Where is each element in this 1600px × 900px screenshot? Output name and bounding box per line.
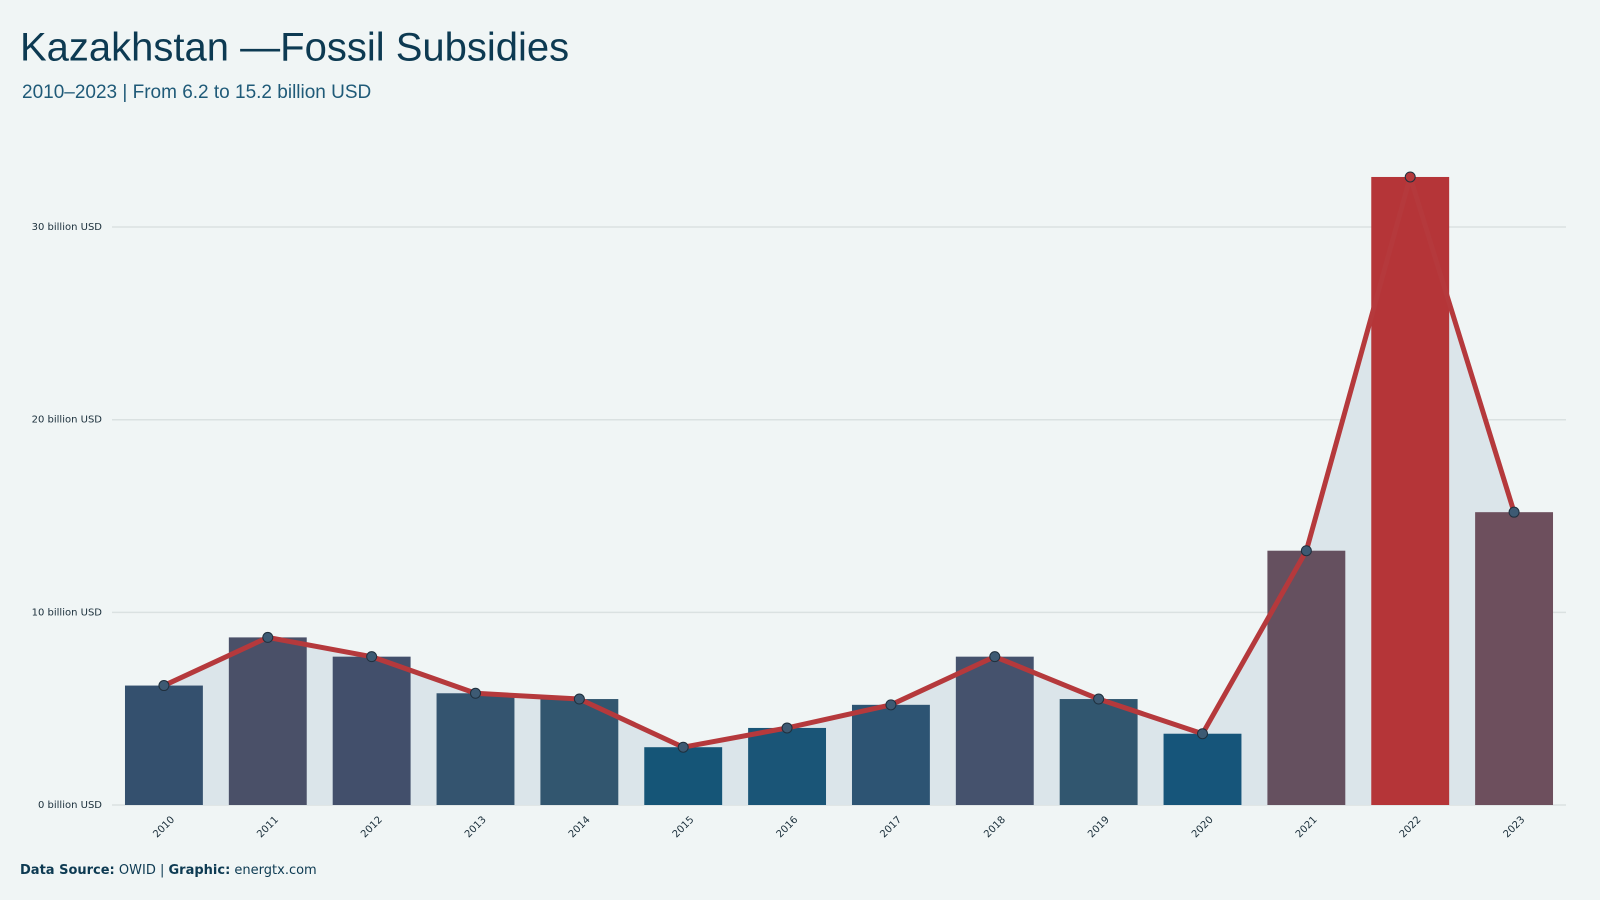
- y-tick-label: 10 billion USD: [32, 607, 103, 618]
- bar: [955, 656, 1034, 805]
- footer: Data Source: OWID | Graphic: energtx.com: [20, 863, 317, 878]
- marker: [366, 651, 378, 663]
- bar: [1371, 176, 1450, 805]
- bar: [124, 685, 203, 805]
- y-tick-label: 0 billion USD: [38, 800, 102, 811]
- bar: [228, 637, 307, 805]
- marker: [885, 699, 897, 711]
- chart-subtitle: 2010–2023 | From 6.2 to 15.2 billion USD: [22, 82, 371, 103]
- bar: [644, 747, 723, 805]
- marker: [1300, 545, 1312, 557]
- bar: [1267, 550, 1346, 805]
- chart-title: Kazakhstan —Fossil Subsidies: [20, 26, 569, 70]
- bar: [1059, 699, 1138, 805]
- bar: [1163, 733, 1242, 805]
- bar: [436, 693, 515, 805]
- y-tick-label: 20 billion USD: [32, 415, 103, 426]
- marker: [262, 631, 274, 643]
- marker: [573, 693, 585, 705]
- line: [162, 174, 1517, 750]
- graphic-label: Graphic:: [169, 863, 231, 878]
- marker: [1508, 506, 1520, 518]
- marker: [470, 687, 481, 699]
- bar: [748, 727, 827, 805]
- marker: [1197, 728, 1208, 740]
- bar: [851, 704, 930, 805]
- marker: [1093, 693, 1105, 705]
- y-tick-label: 30 billion USD: [32, 222, 103, 233]
- marker: [677, 741, 689, 753]
- bar: [332, 656, 411, 805]
- marker: [781, 722, 793, 734]
- marker: [158, 680, 170, 692]
- bar: [540, 699, 619, 805]
- source: OWID |: [119, 863, 164, 878]
- marker: [989, 651, 1001, 663]
- graphic: energtx.com: [234, 863, 316, 878]
- bar: [1475, 512, 1554, 805]
- source-label: Data Source:: [20, 863, 115, 878]
- marker: [1404, 171, 1416, 183]
